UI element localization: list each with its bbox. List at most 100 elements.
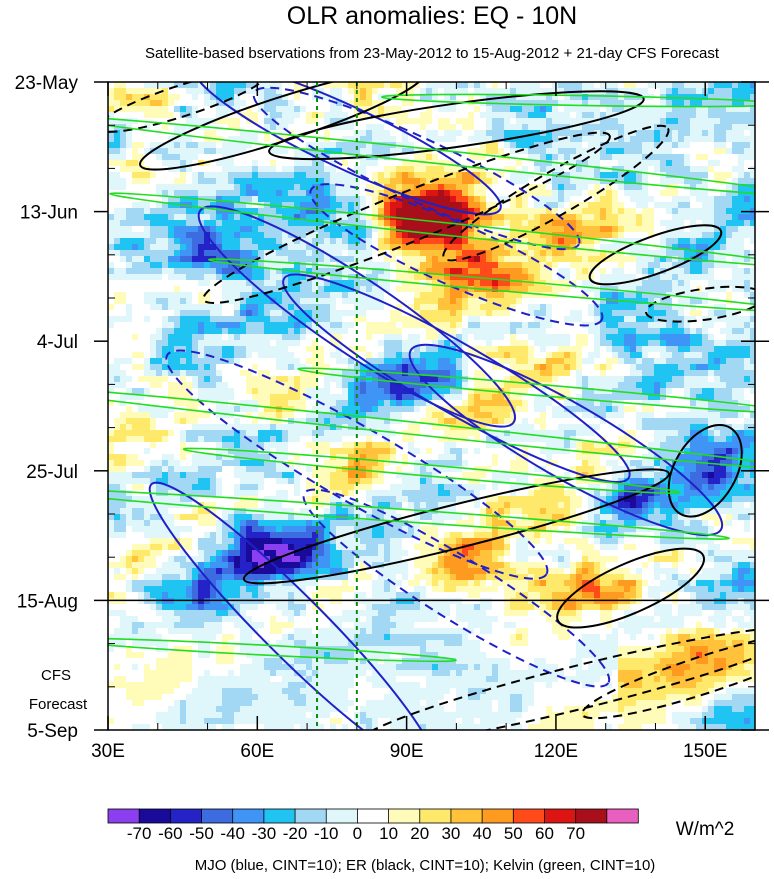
heatmap-cell xyxy=(618,124,625,131)
heatmap-cell xyxy=(570,166,577,173)
heatmap-cell xyxy=(318,226,325,233)
heatmap-cell xyxy=(582,208,589,215)
heatmap-cell xyxy=(342,298,349,305)
heatmap-cell xyxy=(570,250,577,257)
heatmap-cell xyxy=(168,322,175,329)
heatmap-cell xyxy=(216,214,223,221)
heatmap-cell xyxy=(618,352,625,359)
heatmap-cell xyxy=(744,262,751,269)
heatmap-cell xyxy=(534,256,541,263)
heatmap-cell xyxy=(186,346,193,353)
heatmap-cell xyxy=(594,244,601,251)
heatmap-cell xyxy=(672,322,679,329)
heatmap-cell xyxy=(576,178,583,185)
heatmap-cell xyxy=(678,268,685,275)
heatmap-cell xyxy=(312,286,319,293)
heatmap-cell xyxy=(138,154,145,161)
heatmap-cell xyxy=(744,292,751,299)
heatmap-cell xyxy=(534,274,541,281)
heatmap-cell xyxy=(144,274,151,281)
heatmap-cell xyxy=(372,82,379,89)
heatmap-cell xyxy=(552,298,559,305)
heatmap-cell xyxy=(648,88,655,95)
heatmap-cell xyxy=(408,322,415,329)
heatmap-cell xyxy=(234,130,241,137)
heatmap-cell xyxy=(558,202,565,209)
heatmap-cell xyxy=(144,112,151,119)
heatmap-cell xyxy=(294,292,301,299)
heatmap-cell xyxy=(660,286,667,293)
heatmap-cell xyxy=(600,178,607,185)
heatmap-cell xyxy=(414,232,421,239)
heatmap-cell xyxy=(234,274,241,281)
heatmap-cell xyxy=(252,106,259,113)
heatmap-cell xyxy=(456,148,463,155)
heatmap-cell xyxy=(576,262,583,269)
heatmap-cell xyxy=(708,340,715,347)
heatmap-cell xyxy=(414,250,421,257)
heatmap-cell xyxy=(414,328,421,335)
heatmap-cell xyxy=(270,112,277,119)
heatmap-cell xyxy=(132,316,139,323)
heatmap-cell xyxy=(678,106,685,113)
heatmap-cell xyxy=(738,130,745,137)
heatmap-cell xyxy=(540,118,547,125)
heatmap-cell xyxy=(588,250,595,257)
heatmap-cell xyxy=(468,184,475,191)
heatmap-cell xyxy=(294,346,301,353)
heatmap-cell xyxy=(306,304,313,311)
heatmap-cell xyxy=(528,322,535,329)
heatmap-cell xyxy=(246,316,253,323)
heatmap-cell xyxy=(456,232,463,239)
heatmap-cell xyxy=(396,328,403,335)
heatmap-cell xyxy=(534,250,541,257)
heatmap-cell xyxy=(246,202,253,209)
heatmap-cell xyxy=(162,112,169,119)
heatmap-cell xyxy=(372,172,379,179)
heatmap-cell xyxy=(504,316,511,323)
heatmap-cell xyxy=(342,214,349,221)
heatmap-cell xyxy=(108,100,115,107)
heatmap-cell xyxy=(606,268,613,275)
heatmap-cell xyxy=(330,292,337,299)
heatmap-cell xyxy=(450,160,457,167)
heatmap-cell xyxy=(300,316,307,323)
heatmap-cell xyxy=(372,160,379,167)
heatmap-cell xyxy=(552,340,559,347)
heatmap-cell xyxy=(654,220,661,227)
heatmap-cell xyxy=(570,124,577,131)
heatmap-cell xyxy=(522,112,529,119)
heatmap-cell xyxy=(432,226,439,233)
heatmap-cell xyxy=(270,208,277,215)
heatmap-cell xyxy=(258,166,265,173)
heatmap-cell xyxy=(462,238,469,245)
heatmap-cell xyxy=(126,304,133,311)
heatmap-cell xyxy=(636,310,643,317)
heatmap-cell xyxy=(444,196,451,203)
heatmap-cell xyxy=(510,238,517,245)
heatmap-cell xyxy=(444,280,451,287)
heatmap-cell xyxy=(210,250,217,257)
heatmap-cell xyxy=(264,118,271,125)
heatmap-cell xyxy=(606,316,613,323)
heatmap-cell xyxy=(438,118,445,125)
heatmap-cell xyxy=(594,160,601,167)
heatmap-cell xyxy=(510,310,517,317)
heatmap-cell xyxy=(624,322,631,329)
heatmap-cell xyxy=(582,112,589,119)
heatmap-cell xyxy=(642,202,649,209)
heatmap-cell xyxy=(390,346,397,353)
heatmap-cell xyxy=(432,112,439,119)
heatmap-cell xyxy=(426,232,433,239)
heatmap-cell xyxy=(462,214,469,221)
heatmap-cell xyxy=(690,316,697,323)
heatmap-cell xyxy=(258,244,265,251)
heatmap-cell xyxy=(282,172,289,179)
heatmap-cell xyxy=(348,196,355,203)
heatmap-cell xyxy=(264,196,271,203)
heatmap-cell xyxy=(516,262,523,269)
heatmap-cell xyxy=(126,196,133,203)
heatmap-cell xyxy=(732,172,739,179)
heatmap-cell xyxy=(528,304,535,311)
heatmap-cell xyxy=(648,346,655,353)
